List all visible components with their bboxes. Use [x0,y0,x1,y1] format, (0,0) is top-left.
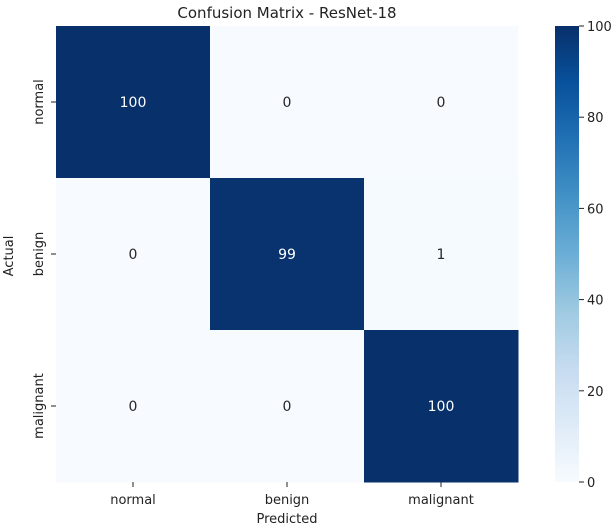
heatmap-cell [364,26,519,179]
colorbar-tick-label: 100 [587,20,612,35]
cell-value-label: 0 [129,247,138,263]
x-axis-label: Predicted [256,512,317,526]
heatmap-cell [56,330,211,483]
colorbar-tick-label: 40 [587,294,604,309]
colorbar-tick-label: 20 [587,385,604,400]
cell-value-label: 100 [428,399,455,415]
heatmap-cell [210,26,365,179]
colorbar-tick-label: 80 [587,111,604,126]
heatmap-cell [56,26,211,179]
cell-value-label: 0 [283,95,292,111]
heatmap-cell [210,330,365,483]
colorbar-tick-label: 60 [587,202,604,217]
cell-value-label: 0 [437,95,446,111]
y-tick-label: malignant [32,373,47,439]
heatmap-cell [364,178,519,331]
cell-annotations: 100 0 00 99 10 0 100 [120,95,455,415]
heatmap-cell [210,178,365,331]
x-tick-label: normal [110,493,156,508]
y-tick-label: benign [32,232,47,277]
chart-title: Confusion Matrix - ResNet-18 [177,4,396,22]
x-tick-label: benign [265,493,310,508]
x-tick-label: malignant [408,493,474,508]
cell-value-label: 100 [120,95,147,111]
y-axis-label: Actual [2,236,17,277]
heatmap-cells [56,26,519,483]
cell-value-label: 1 [437,247,446,263]
heatmap-cell [56,178,211,331]
heatmap-cell [364,330,519,483]
x-axis-ticks: normal benign malignant [110,482,474,508]
cell-value-label: 0 [129,399,138,415]
y-tick-label: normal [32,79,47,125]
y-axis-ticks: normal benign malignant [32,79,56,439]
cell-value-label: 99 [278,247,296,263]
colorbar-ticks: 0 20 40 60 80 100 [579,20,612,491]
cell-value-label: 0 [283,399,292,415]
colorbar [555,26,579,482]
colorbar-tick-label: 0 [587,476,595,491]
